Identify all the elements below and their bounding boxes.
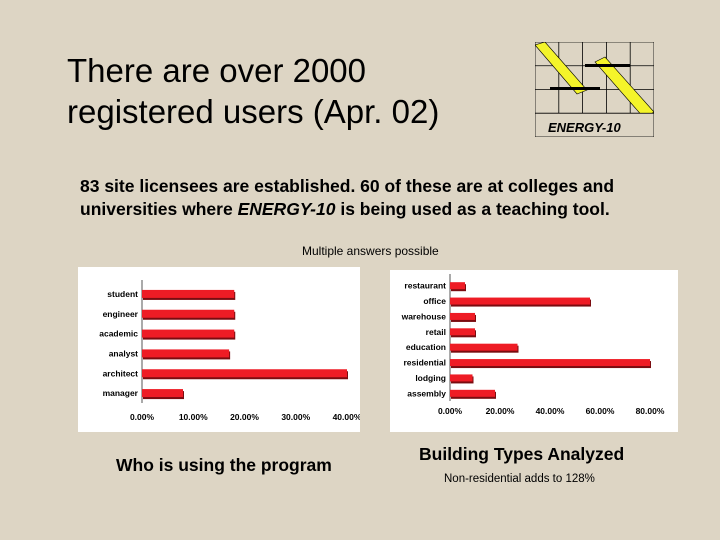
user-x-tick-label: 40.00% [333, 412, 360, 422]
building-category-label-warehouse: warehouse [401, 311, 447, 321]
right-chart-subcaption: Non-residential adds to 128% [444, 473, 595, 485]
multiple-answers-note: Multiple answers possible [302, 244, 439, 258]
user-bar-academic [142, 329, 235, 338]
building-category-label-education: education [406, 342, 446, 352]
user-bar-architect [142, 369, 347, 378]
user-x-tick-label: 30.00% [281, 412, 310, 422]
building-category-label-office: office [423, 296, 446, 306]
slide-title: There are over 2000 registered users (Ap… [67, 50, 439, 132]
body-paragraph: 83 site licensees are established. 60 of… [80, 175, 680, 221]
user-x-tick-label: 20.00% [230, 412, 259, 422]
user-category-label-analyst: analyst [109, 348, 138, 358]
building-category-label-lodging: lodging [415, 373, 446, 383]
user-bar-engineer [142, 309, 235, 318]
building-x-tick-label: 40.00% [536, 406, 565, 416]
title-line-2: registered users (Apr. 02) [67, 93, 440, 130]
user-bar-student [142, 289, 235, 298]
user-category-label-architect: architect [103, 368, 139, 378]
user-bar-manager [142, 389, 183, 398]
user-category-label-manager: manager [103, 388, 139, 398]
body-text-part2: is being used as a teaching tool. [335, 199, 610, 219]
building-x-tick-label: 20.00% [486, 406, 515, 416]
building-x-tick-label: 60.00% [586, 406, 615, 416]
right-chart-caption: Building Types Analyzed [419, 444, 625, 464]
building-bar-restaurant [450, 282, 465, 290]
building-x-tick-label: 80.00% [636, 406, 665, 416]
building-bar-warehouse [450, 312, 475, 320]
building-bar-assembly [450, 389, 495, 397]
body-text-part1: 83 site licensees are established. 60 of… [80, 176, 615, 219]
building-bar-office [450, 297, 590, 305]
logo-stripe-left [535, 42, 588, 95]
user-type-chart-panel: student engineer academic analyst architect m… [78, 267, 362, 432]
building-bar-residential [450, 359, 650, 367]
user-category-label-engineer: engineer [103, 309, 139, 319]
logo-bar-mid [550, 87, 600, 90]
logo-label-bg [535, 112, 654, 137]
logo-text: ENERGY-10 [548, 120, 621, 135]
building-type-chart: restaurant office warehouse retail education… [401, 274, 665, 416]
building-x-tick-label: 0.00% [438, 406, 463, 416]
user-type-chart: student engineer academic analyst architect m… [99, 280, 362, 422]
building-bar-education [450, 343, 518, 351]
building-category-label-restaurant: restaurant [404, 281, 446, 291]
user-category-label-academic: academic [99, 329, 138, 339]
user-x-tick-label: 0.00% [130, 412, 155, 422]
building-bar-retail [450, 328, 475, 336]
left-chart-caption: Who is using the program [116, 455, 332, 475]
body-text-product: ENERGY-10 [237, 199, 336, 219]
building-bar-lodging [450, 374, 473, 382]
user-x-tick-label: 10.00% [179, 412, 208, 422]
building-type-chart-panel: restaurant office warehouse retail education… [390, 270, 678, 432]
energy10-logo [535, 42, 654, 137]
logo-bar-top [585, 64, 630, 67]
logo-stripe-right [594, 56, 654, 119]
user-bar-analyst [142, 349, 230, 358]
title-line-1: There are over 2000 [67, 52, 367, 89]
building-category-label-residential: residential [403, 358, 446, 368]
building-category-label-assembly: assembly [407, 388, 446, 398]
user-category-label-student: student [107, 289, 138, 299]
building-category-label-retail: retail [426, 327, 446, 337]
